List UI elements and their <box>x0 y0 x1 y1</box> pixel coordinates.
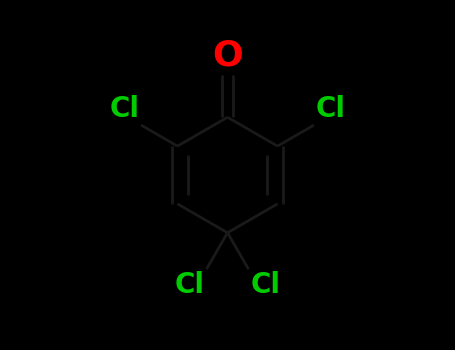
Text: Cl: Cl <box>175 271 205 299</box>
Text: Cl: Cl <box>109 95 139 124</box>
Text: O: O <box>212 38 243 72</box>
Text: Cl: Cl <box>250 271 280 299</box>
Text: Cl: Cl <box>316 95 346 124</box>
